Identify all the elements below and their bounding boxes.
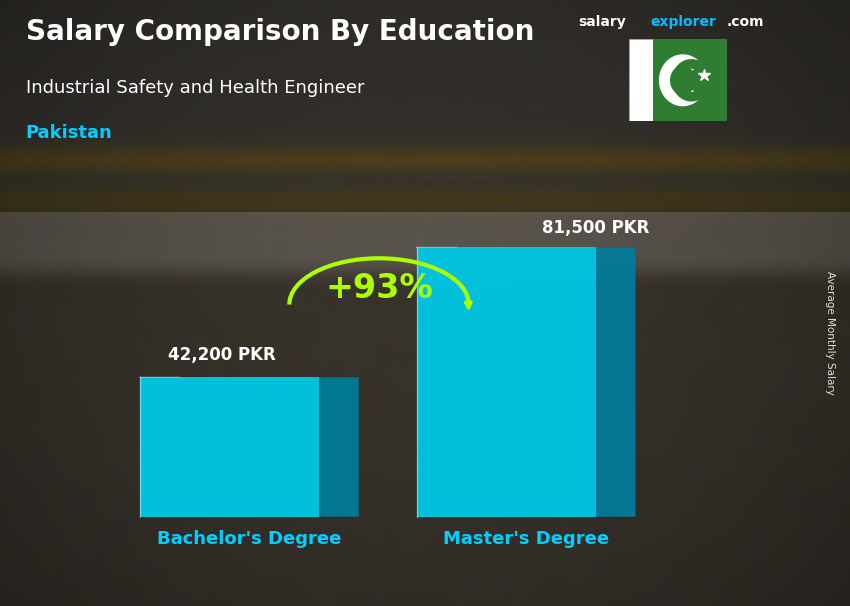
Bar [654, 39, 727, 121]
Polygon shape [596, 247, 636, 517]
Text: Pakistan: Pakistan [26, 124, 112, 142]
Text: 42,200 PKR: 42,200 PKR [168, 346, 276, 364]
Text: Master's Degree: Master's Degree [443, 530, 609, 548]
Text: 81,500 PKR: 81,500 PKR [542, 219, 649, 238]
Polygon shape [139, 378, 320, 517]
Polygon shape [416, 247, 596, 517]
Text: Industrial Safety and Health Engineer: Industrial Safety and Health Engineer [26, 79, 364, 97]
Text: explorer: explorer [650, 15, 716, 29]
Text: salary: salary [578, 15, 626, 29]
Text: Bachelor's Degree: Bachelor's Degree [157, 530, 342, 548]
Text: +93%: +93% [326, 271, 433, 305]
Bar [629, 39, 654, 121]
Text: Salary Comparison By Education: Salary Comparison By Education [26, 18, 534, 46]
Text: Average Monthly Salary: Average Monthly Salary [824, 271, 835, 395]
Polygon shape [320, 378, 359, 517]
Text: .com: .com [727, 15, 764, 29]
